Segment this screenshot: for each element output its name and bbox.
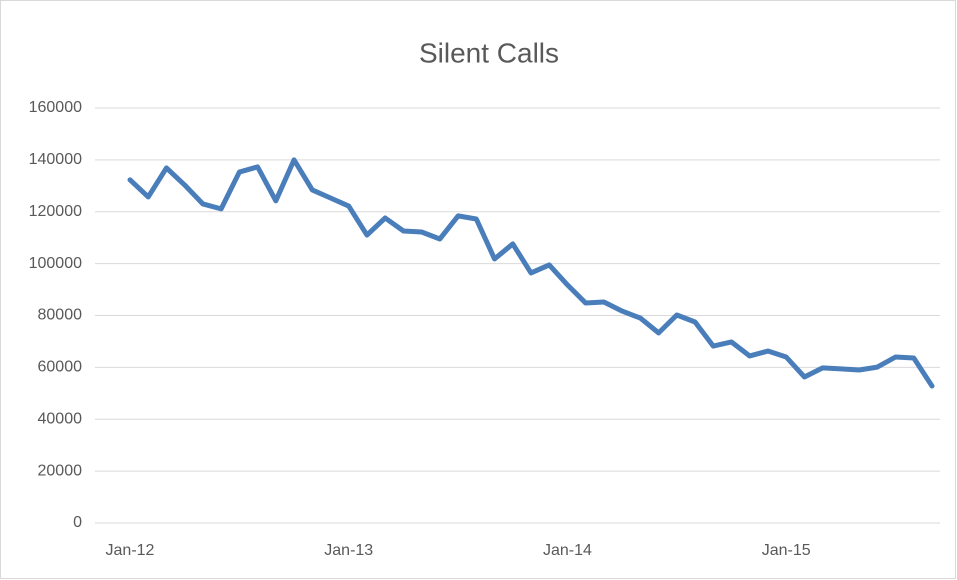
y-tick-label: 40000 xyxy=(38,410,83,427)
x-tick-label: Jan-13 xyxy=(324,542,373,559)
y-tick-label: 80000 xyxy=(38,307,83,324)
y-tick-label: 0 xyxy=(73,514,82,531)
y-tick-label: 160000 xyxy=(29,99,82,116)
data-line xyxy=(127,157,935,389)
y-tick-label: 120000 xyxy=(29,203,82,220)
y-tick-label: 20000 xyxy=(38,462,83,479)
y-tick-label: 60000 xyxy=(38,359,83,376)
chart-title: Silent Calls xyxy=(419,37,559,68)
x-tick-label: Jan-12 xyxy=(106,542,155,559)
y-tick-label: 140000 xyxy=(29,151,82,168)
y-tick-label: 100000 xyxy=(29,255,82,272)
x-tick-label: Jan-15 xyxy=(762,542,811,559)
x-tick-label: Jan-14 xyxy=(543,542,592,559)
